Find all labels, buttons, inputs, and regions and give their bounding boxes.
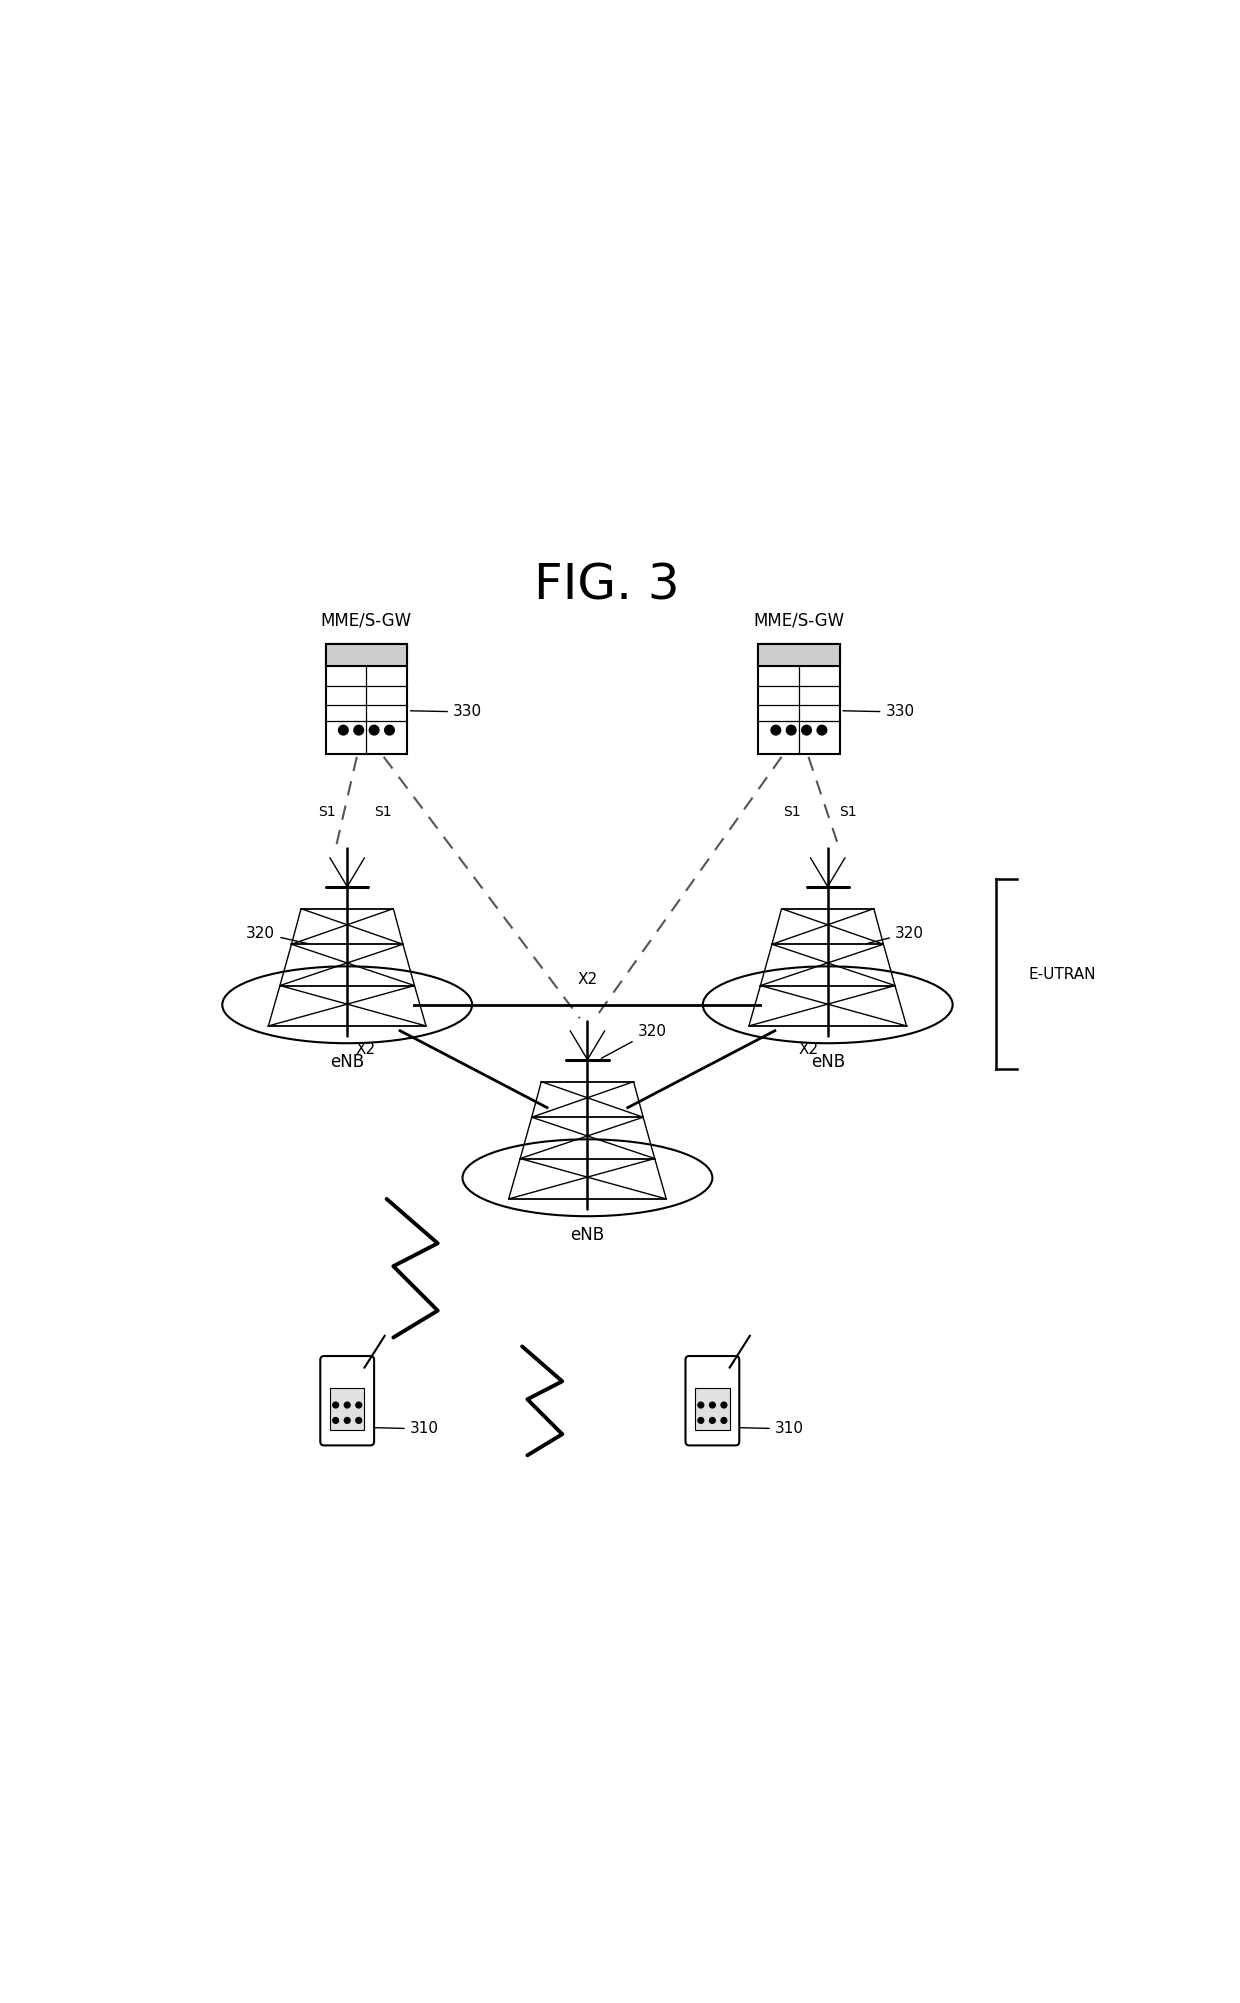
Bar	[326, 643, 407, 667]
Circle shape	[370, 725, 379, 735]
Circle shape	[771, 725, 781, 735]
Bar	[326, 643, 407, 755]
Ellipse shape	[222, 965, 472, 1044]
Circle shape	[817, 725, 827, 735]
Bar	[696, 1388, 729, 1430]
Text: S1: S1	[839, 805, 857, 819]
Circle shape	[786, 725, 796, 735]
Text: eNB: eNB	[811, 1054, 844, 1072]
Bar	[330, 1388, 365, 1430]
Text: 320: 320	[601, 1024, 666, 1058]
Circle shape	[339, 725, 348, 735]
Text: S1: S1	[374, 805, 392, 819]
Circle shape	[698, 1402, 704, 1408]
Ellipse shape	[463, 1140, 713, 1216]
Circle shape	[698, 1418, 704, 1424]
Bar	[758, 643, 839, 755]
Circle shape	[356, 1402, 362, 1408]
Text: S1: S1	[784, 805, 801, 819]
Circle shape	[709, 1402, 715, 1408]
Circle shape	[356, 1418, 362, 1424]
Text: 330: 330	[843, 705, 914, 719]
Circle shape	[345, 1418, 350, 1424]
Ellipse shape	[703, 965, 952, 1044]
Text: X2: X2	[356, 1042, 376, 1058]
Text: 310: 310	[740, 1422, 804, 1436]
Text: X2: X2	[578, 973, 598, 987]
Text: MME/S-GW: MME/S-GW	[321, 611, 412, 629]
Circle shape	[709, 1418, 715, 1424]
Text: X2: X2	[799, 1042, 818, 1058]
FancyBboxPatch shape	[320, 1356, 374, 1446]
FancyBboxPatch shape	[686, 1356, 739, 1446]
Circle shape	[720, 1402, 727, 1408]
Circle shape	[345, 1402, 350, 1408]
Text: eNB: eNB	[330, 1054, 365, 1072]
Text: S1: S1	[317, 805, 336, 819]
Text: eNB: eNB	[570, 1226, 605, 1244]
Circle shape	[332, 1402, 339, 1408]
Text: 320: 320	[867, 925, 924, 943]
Text: 320: 320	[247, 925, 308, 943]
Text: E-UTRAN: E-UTRAN	[1028, 967, 1096, 981]
Circle shape	[384, 725, 394, 735]
Circle shape	[332, 1418, 339, 1424]
Circle shape	[802, 725, 811, 735]
Text: MME/S-GW: MME/S-GW	[754, 611, 844, 629]
Bar	[758, 643, 839, 667]
Text: 310: 310	[374, 1422, 439, 1436]
Text: FIG. 3: FIG. 3	[534, 561, 680, 609]
Circle shape	[720, 1418, 727, 1424]
Text: 330: 330	[410, 705, 482, 719]
Circle shape	[353, 725, 363, 735]
